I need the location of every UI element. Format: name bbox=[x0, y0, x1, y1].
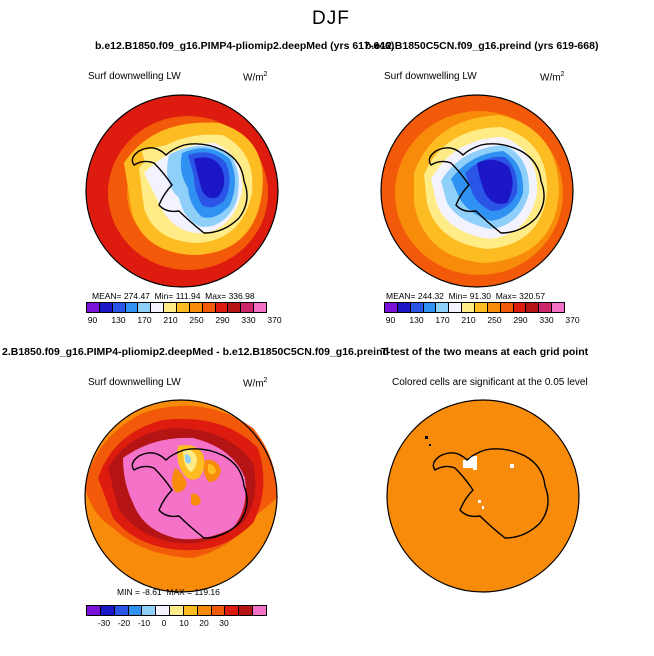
colorbar-tick-label: 90 bbox=[87, 315, 98, 325]
panel1-colorbar bbox=[86, 302, 267, 313]
panel3-colorbar bbox=[86, 605, 267, 616]
colorbar-tick-label: 330 bbox=[539, 315, 554, 325]
colorbar-swatch bbox=[99, 303, 113, 312]
colorbar-tick-label: 10 bbox=[179, 618, 189, 628]
colorbar-tick-label: 250 bbox=[487, 315, 502, 325]
panel3-units: W/m2 bbox=[243, 377, 268, 390]
colorbar-swatch bbox=[462, 303, 476, 312]
colorbar-tick-label: 210 bbox=[163, 315, 178, 325]
colorbar-tick-label: 20 bbox=[199, 618, 209, 628]
colorbar-tick-label: 370 bbox=[565, 315, 580, 325]
panel4-title: T-test of the two means at each grid poi… bbox=[381, 346, 589, 358]
panel2-map bbox=[380, 94, 574, 288]
colorbar-tick-label: -20 bbox=[117, 618, 131, 628]
colorbar-swatch bbox=[114, 606, 129, 615]
colorbar-swatch bbox=[87, 606, 101, 615]
colorbar-tick-label: 250 bbox=[189, 315, 204, 325]
panel1-map bbox=[85, 94, 279, 288]
colorbar-swatch bbox=[552, 303, 565, 312]
colorbar-swatch bbox=[449, 303, 463, 312]
colorbar-swatch bbox=[500, 303, 514, 312]
panel3-map bbox=[84, 399, 278, 593]
panel4-map bbox=[386, 399, 580, 593]
colorbar-swatch bbox=[225, 606, 240, 615]
colorbar-tick-label: 0 bbox=[161, 618, 167, 628]
colorbar-swatch bbox=[128, 606, 143, 615]
colorbar-tick-label: 170 bbox=[137, 315, 152, 325]
panel2-units: W/m2 bbox=[540, 71, 565, 84]
colorbar-tick-label: 370 bbox=[267, 315, 282, 325]
colorbar-swatch bbox=[241, 303, 255, 312]
colorbar-tick-label: 90 bbox=[385, 315, 396, 325]
panel1-colorbar-ticks: 90 130 170 210 250 290 330 370 bbox=[86, 315, 282, 327]
panel2-stats: MEAN= 244.32 Min= 91.30 Max= 320.57 bbox=[386, 291, 546, 301]
colorbar-tick-label: 210 bbox=[461, 315, 476, 325]
panel3-stats: MIN = -8.61 MAX = 119.16 bbox=[117, 587, 220, 597]
panel2-title: b.e12.B1850C5CN.f09_g16.preind (yrs 619-… bbox=[365, 40, 599, 52]
colorbar-swatch bbox=[189, 303, 203, 312]
colorbar-swatch bbox=[112, 303, 126, 312]
colorbar-swatch bbox=[253, 606, 266, 615]
colorbar-swatch bbox=[164, 303, 178, 312]
colorbar-swatch bbox=[151, 303, 165, 312]
panel1-variable: Surf downwelling LW bbox=[88, 71, 181, 82]
colorbar-swatch bbox=[138, 303, 152, 312]
panel3-colorbar-ticks: -30 -20 -10 0 10 20 30 bbox=[86, 618, 267, 630]
panel3-title: 2.B1850.f09_g16.PIMP4-pliomip2.deepMed -… bbox=[2, 346, 389, 358]
panel2-colorbar bbox=[384, 302, 565, 313]
panel3-variable: Surf downwelling LW bbox=[88, 377, 181, 388]
panel4-note: Colored cells are significant at the 0.0… bbox=[392, 377, 588, 388]
panel1-units: W/m2 bbox=[243, 71, 268, 84]
colorbar-swatch bbox=[170, 606, 184, 615]
colorbar-tick-label: -30 bbox=[97, 618, 111, 628]
colorbar-swatch bbox=[87, 303, 100, 312]
colorbar-swatch bbox=[475, 303, 488, 312]
colorbar-swatch bbox=[436, 303, 450, 312]
colorbar-swatch bbox=[211, 606, 226, 615]
colorbar-swatch bbox=[410, 303, 424, 312]
colorbar-swatch bbox=[142, 606, 157, 615]
colorbar-tick-label: 290 bbox=[513, 315, 528, 325]
colorbar-swatch bbox=[202, 303, 216, 312]
colorbar-swatch bbox=[526, 303, 540, 312]
colorbar-swatch bbox=[539, 303, 553, 312]
figure-title: DJF bbox=[312, 8, 350, 29]
colorbar-tick-label: 30 bbox=[219, 618, 229, 628]
colorbar-swatch bbox=[183, 606, 198, 615]
colorbar-swatch bbox=[215, 303, 229, 312]
colorbar-swatch bbox=[385, 303, 398, 312]
panel2-variable: Surf downwelling LW bbox=[384, 71, 477, 82]
panel1-title: b.e12.B1850.f09_g16.PIMP4-pliomip2.deepM… bbox=[95, 40, 395, 52]
colorbar-swatch bbox=[100, 606, 115, 615]
colorbar-tick-label: 130 bbox=[111, 315, 126, 325]
colorbar-swatch bbox=[254, 303, 267, 312]
colorbar-tick-label: 330 bbox=[241, 315, 256, 325]
colorbar-tick-label: 290 bbox=[215, 315, 230, 325]
panel2-colorbar-ticks: 90 130 170 210 250 290 330 370 bbox=[384, 315, 580, 327]
colorbar-swatch bbox=[177, 303, 190, 312]
panel1-stats: MEAN= 274.47 Min= 111.94 Max= 336.98 bbox=[92, 291, 255, 301]
colorbar-swatch bbox=[156, 606, 171, 615]
colorbar-swatch bbox=[197, 606, 212, 615]
colorbar-swatch bbox=[423, 303, 437, 312]
colorbar-swatch bbox=[513, 303, 527, 312]
colorbar-swatch bbox=[239, 606, 254, 615]
colorbar-swatch bbox=[125, 303, 139, 312]
colorbar-swatch bbox=[228, 303, 242, 312]
colorbar-tick-label: 170 bbox=[435, 315, 450, 325]
colorbar-tick-label: 130 bbox=[409, 315, 424, 325]
colorbar-swatch bbox=[397, 303, 411, 312]
colorbar-swatch bbox=[487, 303, 501, 312]
colorbar-tick-label: -10 bbox=[137, 618, 151, 628]
